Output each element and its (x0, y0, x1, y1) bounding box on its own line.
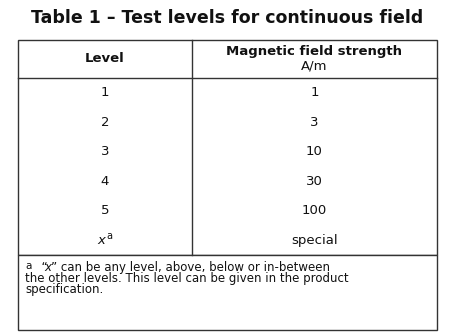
Text: Table 1 – Test levels for continuous field: Table 1 – Test levels for continuous fie… (31, 9, 424, 27)
Text: 1: 1 (101, 86, 109, 99)
Text: specification.: specification. (25, 283, 103, 296)
Text: EUT  TEST: EUT TEST (40, 128, 415, 194)
Bar (18, 40, 437, 255)
Text: special: special (291, 234, 338, 247)
Text: x: x (44, 261, 51, 274)
Text: 5: 5 (101, 204, 109, 217)
Text: the other levels. This level can be given in the product: the other levels. This level can be give… (25, 272, 349, 285)
Text: ” can be any level, above, below or in-between: ” can be any level, above, below or in-b… (51, 261, 330, 274)
Text: 1: 1 (310, 86, 318, 99)
Text: a: a (25, 261, 31, 271)
Text: 4: 4 (101, 175, 109, 188)
Text: 30: 30 (306, 175, 323, 188)
Text: x: x (97, 234, 105, 247)
Text: “: “ (34, 261, 48, 274)
Bar (18, 255, 437, 330)
Text: Magnetic field strength: Magnetic field strength (227, 45, 402, 58)
Text: A/m: A/m (301, 60, 328, 72)
Text: Level: Level (85, 53, 125, 66)
Text: 10: 10 (306, 145, 323, 158)
Text: 100: 100 (302, 204, 327, 217)
Text: a: a (106, 231, 112, 241)
Text: 2: 2 (101, 116, 109, 129)
Text: 3: 3 (310, 116, 318, 129)
Text: 3: 3 (101, 145, 109, 158)
